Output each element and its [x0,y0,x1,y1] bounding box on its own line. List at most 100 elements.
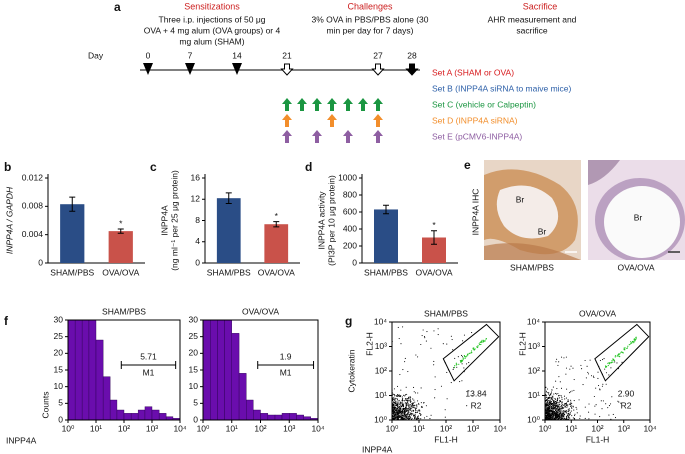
event-dot [565,373,567,375]
event-dot [399,414,401,416]
gated-event [635,338,637,340]
x-tick-label: 10⁰ [386,423,399,433]
event-dot [556,405,558,407]
event-dot [412,404,414,406]
event-dot [560,387,563,389]
event-dot [605,383,607,385]
event-dot [546,401,548,403]
histogram-bar [281,413,290,421]
event-dot [559,404,561,406]
event-dot [396,408,399,410]
event-dot [409,399,411,401]
event-dot [568,392,571,394]
event-dot [614,417,617,419]
event-dot [402,408,404,410]
event-dot [397,326,399,328]
histogram-bar [238,373,247,421]
event-dot [463,367,465,369]
event-dot [610,367,612,369]
event-dot [399,396,402,398]
event-dot [597,385,600,387]
event-dot [393,412,395,414]
event-dot [556,410,558,412]
y-tick-label: 800 [343,189,357,199]
event-dot [402,405,404,407]
event-dot [552,400,554,402]
event-dot [568,414,570,416]
event-dot [549,402,551,404]
y-tick-label: 10² [375,365,387,375]
event-dot [413,391,415,393]
bar [108,231,133,263]
event-dot [410,412,412,414]
event-dot [434,376,436,378]
event-dot [548,400,550,402]
sensitization-marker [143,63,153,75]
event-dot [394,398,396,401]
treatment-arrow [312,98,322,111]
event-dot [551,403,553,405]
event-dot [401,399,403,401]
event-dot [560,414,562,416]
histogram-bar [253,409,261,421]
event-dot [406,409,409,411]
event-dot [584,417,586,420]
y-tick-label: 20 [54,348,64,358]
event-dot [400,389,402,391]
gate-value: 5.71 [140,351,157,361]
event-dot [400,412,403,414]
error-bar [69,196,76,212]
gated-event [479,343,481,346]
event-dot [564,406,566,408]
event-dot [586,365,588,367]
challenge-marker [280,63,294,76]
event-dot [415,409,417,411]
gated-event [459,360,462,362]
event-dot [546,398,548,400]
histogram-bar [231,333,240,421]
event-dot [566,404,568,406]
event-dot [601,408,603,410]
event-dot [401,411,403,414]
event-dot [567,408,569,410]
gated-event [462,358,464,360]
section-text: OVA + 4 mg alum (OVA groups) or 4 [144,25,281,35]
treatment-arrow [297,98,307,111]
x-tick-label: 10¹ [565,423,577,433]
event-dot [588,403,590,405]
gated-event [462,360,464,362]
event-dot [399,410,401,412]
event-dot [548,405,550,407]
event-dot [560,412,562,415]
airway-label: Br [516,194,525,204]
event-dot [444,409,446,411]
chart-title: OVA/OVA [242,306,279,316]
histogram-bar [267,414,276,421]
section-text: sacrifice [516,25,547,35]
x-tick-label: 10⁴ [173,423,186,433]
event-dot [400,404,402,406]
event-dot [563,357,565,359]
event-dot [554,411,556,413]
event-dot [403,415,405,417]
event-dot [554,406,556,408]
event-dot [570,401,572,403]
y-tick-label: 10 [54,381,64,391]
histogram-bar [246,399,254,421]
event-dot [400,418,402,420]
histogram-bar [130,413,139,421]
event-dot [545,406,547,408]
day-number: 14 [232,50,242,60]
event-dot [546,407,548,409]
y-tick-label: 8 [195,215,200,225]
treatment-arrow [312,130,322,143]
gated-event [610,361,613,364]
event-dot [559,394,561,396]
gated-event [629,343,632,345]
event-dot [570,404,572,406]
event-dot [405,399,407,402]
set-label: Set B (INPP4A siRNA to maive mice) [432,83,572,93]
event-dot [410,414,412,416]
event-dot [397,400,399,402]
gated-event [470,350,473,352]
